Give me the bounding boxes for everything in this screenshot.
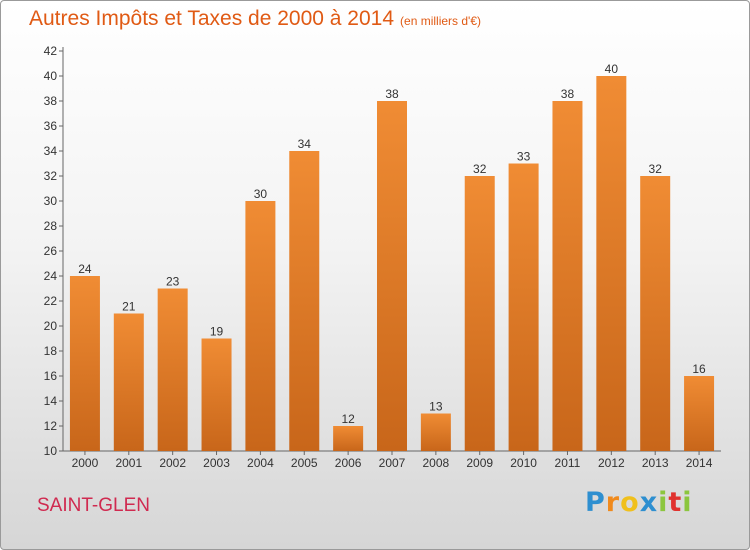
x-tick-label: 2000 — [72, 456, 99, 470]
data-label: 13 — [429, 400, 443, 414]
x-tick-label: 2011 — [555, 456, 581, 470]
y-tick-label: 26 — [44, 244, 58, 258]
commune-name: SAINT-GLEN — [37, 495, 150, 516]
data-label: 32 — [473, 162, 487, 176]
x-tick-label: 2004 — [247, 456, 274, 470]
y-tick-label: 28 — [44, 219, 58, 233]
logo-letter: P — [585, 487, 606, 518]
x-tick-label: 2003 — [203, 456, 230, 470]
x-tick-label: 2008 — [423, 456, 450, 470]
bar — [113, 313, 144, 451]
bar — [377, 101, 407, 451]
data-label: 38 — [385, 87, 399, 101]
y-tick-label: 42 — [44, 44, 58, 58]
y-tick-label: 24 — [44, 269, 58, 283]
data-label: 38 — [561, 87, 575, 101]
x-tick-label: 2010 — [510, 456, 537, 470]
chart-title: Autres Impôts et Taxes de 2000 à 2014 (en… — [29, 7, 481, 31]
bar — [69, 276, 100, 451]
proxiti-logo: Proxiti — [585, 487, 693, 518]
bar — [201, 338, 232, 451]
data-label: 30 — [254, 187, 268, 201]
data-label: 21 — [122, 300, 136, 314]
y-tick-label: 22 — [44, 294, 58, 308]
logo-letter: r — [605, 487, 621, 518]
y-tick-label: 18 — [44, 344, 58, 358]
logo-letter: o — [620, 487, 640, 518]
y-tick-label: 32 — [44, 169, 58, 183]
logo-letter: i — [658, 487, 669, 518]
data-label: 12 — [341, 412, 355, 426]
logo-letter: i — [682, 487, 693, 518]
bar — [333, 426, 364, 451]
x-tick-label: 2001 — [115, 456, 142, 470]
y-tick-label: 14 — [44, 394, 58, 408]
bar — [552, 101, 583, 451]
data-label: 16 — [692, 362, 706, 376]
x-tick-label: 2009 — [466, 456, 493, 470]
bar — [289, 151, 320, 451]
data-label: 32 — [649, 162, 663, 176]
y-tick-label: 16 — [44, 369, 58, 383]
x-tick-label: 2006 — [335, 456, 362, 470]
logo-letter: x — [639, 487, 659, 518]
y-tick-label: 34 — [44, 144, 58, 158]
y-tick-label: 38 — [44, 94, 58, 108]
data-label: 24 — [78, 262, 92, 276]
chart-subtitle: (en milliers d'€) — [400, 14, 482, 28]
chart-title-text: Autres Impôts et Taxes de 2000 à 2014 — [29, 7, 395, 30]
bar — [157, 288, 188, 451]
bar — [640, 176, 671, 451]
data-label: 40 — [605, 62, 619, 76]
data-label: 34 — [298, 137, 312, 151]
bar — [464, 176, 495, 451]
y-tick-label: 10 — [44, 444, 58, 458]
data-label: 23 — [166, 275, 180, 289]
x-tick-label: 2002 — [159, 456, 186, 470]
logo-letter: t — [668, 487, 683, 518]
y-tick-label: 20 — [44, 319, 58, 333]
x-tick-label: 2014 — [686, 456, 713, 470]
x-tick-label: 2005 — [291, 456, 318, 470]
y-tick-label: 36 — [44, 119, 58, 133]
bar-chart: 10 12 14 16 18 20 22 24 26 28 30 32 34 36 38 40 42 24 2000… — [44, 44, 721, 470]
data-label: 33 — [517, 150, 531, 164]
bar — [596, 76, 627, 451]
data-label: 19 — [210, 325, 224, 339]
y-tick-label: 30 — [44, 194, 58, 208]
bar — [684, 376, 715, 451]
x-tick-label: 2012 — [598, 456, 625, 470]
y-tick-label: 12 — [44, 419, 58, 433]
x-tick-label: 2007 — [379, 456, 406, 470]
bar — [245, 201, 276, 451]
bar — [420, 413, 451, 451]
x-tick-label: 2013 — [642, 456, 669, 470]
y-tick-label: 40 — [44, 69, 58, 83]
bar — [508, 163, 539, 451]
